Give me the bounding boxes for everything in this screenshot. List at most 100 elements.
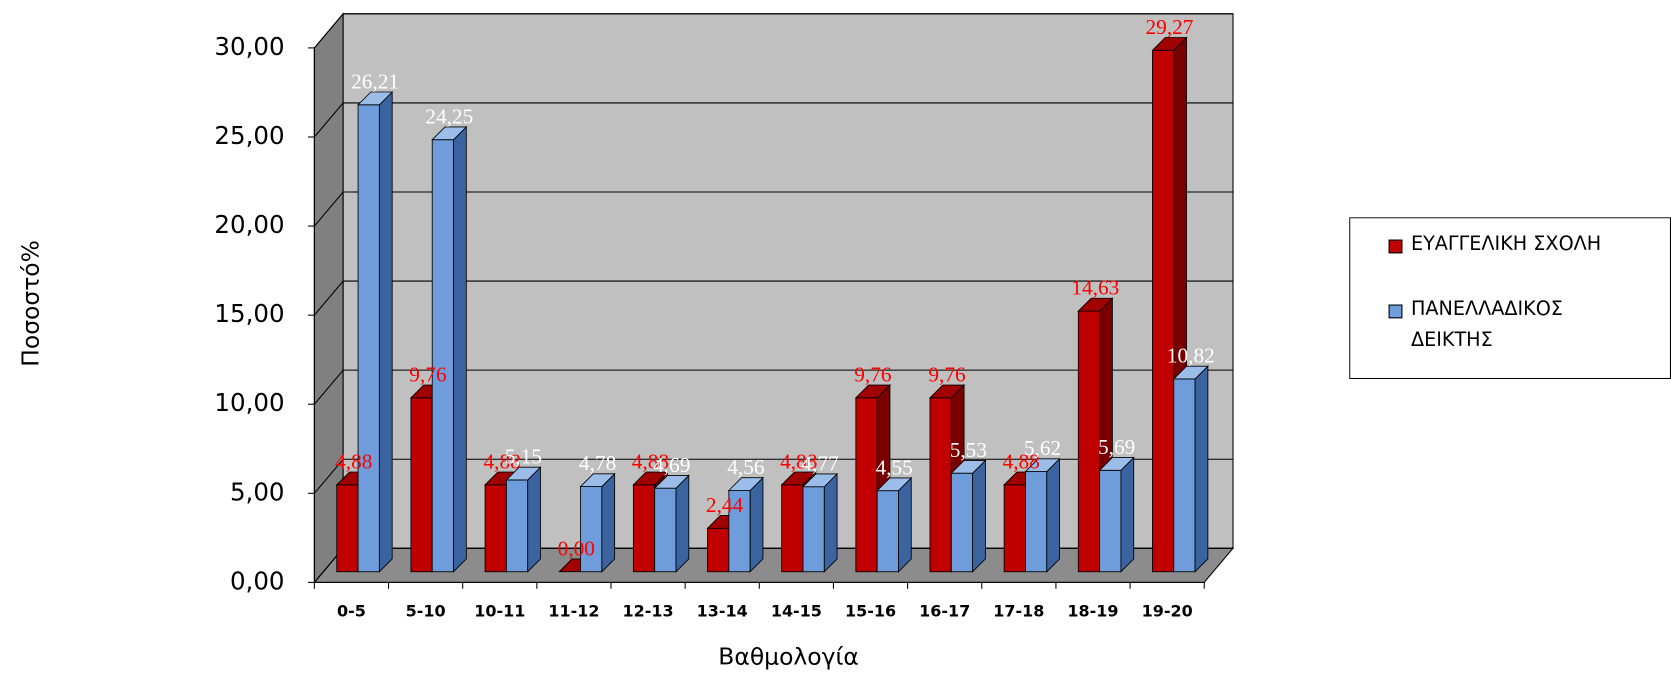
bar: [357, 90, 394, 573]
y-tick-label: 25,00: [214, 121, 284, 150]
x-tick-label: 15-16: [845, 602, 896, 621]
legend-label: ΠΑΝΕΛΛΑΔΙΚΟΣ ΔΕΙΚΤΗΣ: [1410, 298, 1563, 352]
y-tick-label: 0,00: [230, 566, 285, 595]
bar-front: [410, 397, 433, 573]
x-tick-label: 16-17: [919, 602, 970, 621]
bar-front: [707, 527, 730, 573]
x-tick-label: 10-11: [474, 602, 525, 621]
bar-side: [1194, 365, 1209, 573]
bar-side: [1046, 457, 1060, 573]
bar-front: [505, 479, 529, 573]
x-tick-label: 12-13: [623, 602, 674, 621]
bar-side: [823, 472, 838, 573]
legend-swatch: [1388, 304, 1403, 319]
bar: [801, 472, 839, 573]
bar-side: [378, 90, 393, 573]
x-tick-label: 5-10: [406, 602, 446, 621]
x-tick-label: 11-12: [548, 602, 599, 621]
value-label: 4,56: [727, 455, 765, 479]
bar: [1172, 365, 1209, 573]
value-label: 9,76: [854, 362, 892, 386]
bar-top: [357, 91, 394, 106]
x-tick-label: 13-14: [697, 602, 748, 621]
bar-side: [601, 472, 616, 573]
grid-line: [313, 102, 1234, 138]
bar-front: [1077, 310, 1101, 573]
bar-front: [1025, 471, 1048, 573]
bar-top: [1024, 458, 1061, 473]
bar-front: [654, 487, 677, 573]
bar-top: [950, 460, 987, 474]
value-label: 9,76: [928, 362, 966, 386]
bar-side: [972, 459, 986, 573]
bar-front: [781, 484, 804, 573]
bar-top: [1172, 365, 1209, 380]
legend-box: ΕΥΑΓΓΕΛΙΚΗ ΣΧΟΛΗ ΠΑΝΕΛΛΑΔΙΚΟΣ ΔΕΙΚΤΗΣ: [1349, 217, 1671, 380]
value-label: 10,82: [1167, 344, 1215, 368]
legend: ΕΥΑΓΓΕΛΙΚΗ ΣΧΟΛΗ ΠΑΝΕΛΛΑΔΙΚΟΣ ΔΕΙΚΤΗΣ: [1349, 217, 1671, 380]
bar-top: [727, 477, 764, 491]
value-label: 9,76: [409, 362, 447, 386]
y-tick-label: 20,00: [214, 210, 284, 239]
bar-front: [357, 104, 380, 573]
y-tick-label: 30,00: [214, 32, 284, 61]
bar-top: [632, 471, 669, 486]
y-tick-label: 5,00: [230, 477, 285, 506]
bar-side: [527, 466, 541, 573]
bar-front: [950, 472, 974, 573]
bar: [727, 476, 764, 573]
grid-line: [313, 13, 1234, 49]
value-label: 4,69: [653, 453, 690, 477]
bar-front: [802, 486, 825, 573]
bar: [1098, 456, 1135, 573]
value-label: 4,88: [483, 449, 520, 473]
bar-front: [876, 490, 899, 573]
legend-item: ΕΥΑΓΓΕΛΙΚΗ ΣΧΟΛΗ: [1388, 233, 1670, 260]
bar-front: [855, 397, 878, 573]
bar-top: [431, 126, 468, 141]
bar-top: [579, 473, 616, 487]
bar-top: [1151, 37, 1188, 51]
bar: [950, 459, 987, 573]
grid-line: [313, 369, 1234, 405]
bar-top: [1077, 297, 1114, 312]
bar-side: [675, 474, 690, 573]
value-label: 4,77: [801, 451, 839, 475]
bar: [579, 472, 616, 573]
bar-front: [1003, 484, 1026, 573]
bar-side: [453, 125, 467, 573]
bar: [876, 476, 913, 573]
value-label: 24,25: [425, 104, 473, 128]
bar-front: [929, 397, 952, 573]
bar-front: [484, 484, 507, 573]
value-label: 4,88: [780, 449, 817, 473]
bar-top: [928, 384, 966, 399]
bar-side: [749, 476, 764, 573]
bar-side: [1120, 456, 1135, 573]
value-label: 4,55: [876, 455, 913, 479]
bar-front: [1173, 378, 1196, 573]
legend-item: ΠΑΝΕΛΛΑΔΙΚΟΣ ΔΕΙΚΤΗΣ: [1388, 298, 1670, 355]
bar: [431, 125, 468, 573]
value-label: 5,62: [1024, 436, 1061, 460]
bar-front: [1099, 469, 1122, 573]
value-label: 5,69: [1098, 435, 1135, 459]
y-axis-title: Ποσοστό%: [16, 240, 44, 367]
value-label: 0,00: [558, 536, 595, 560]
y-tick-label: 10,00: [214, 388, 284, 417]
value-label: 26,21: [351, 69, 399, 93]
y-tick-label: 15,00: [214, 299, 284, 328]
bar-top: [854, 384, 891, 399]
value-label: 4,88: [632, 449, 669, 473]
x-tick-label: 14-15: [771, 602, 822, 621]
value-label: 5,53: [950, 438, 987, 462]
value-label: 4,88: [1003, 449, 1040, 473]
bar-front: [632, 484, 656, 573]
bar-top: [1098, 457, 1135, 471]
x-tick-label: 19-20: [1142, 602, 1193, 621]
bar-top: [780, 471, 817, 486]
x-axis-title: Βαθμολογία: [718, 642, 859, 670]
grid-line: [313, 191, 1234, 227]
bar-top: [876, 477, 913, 492]
